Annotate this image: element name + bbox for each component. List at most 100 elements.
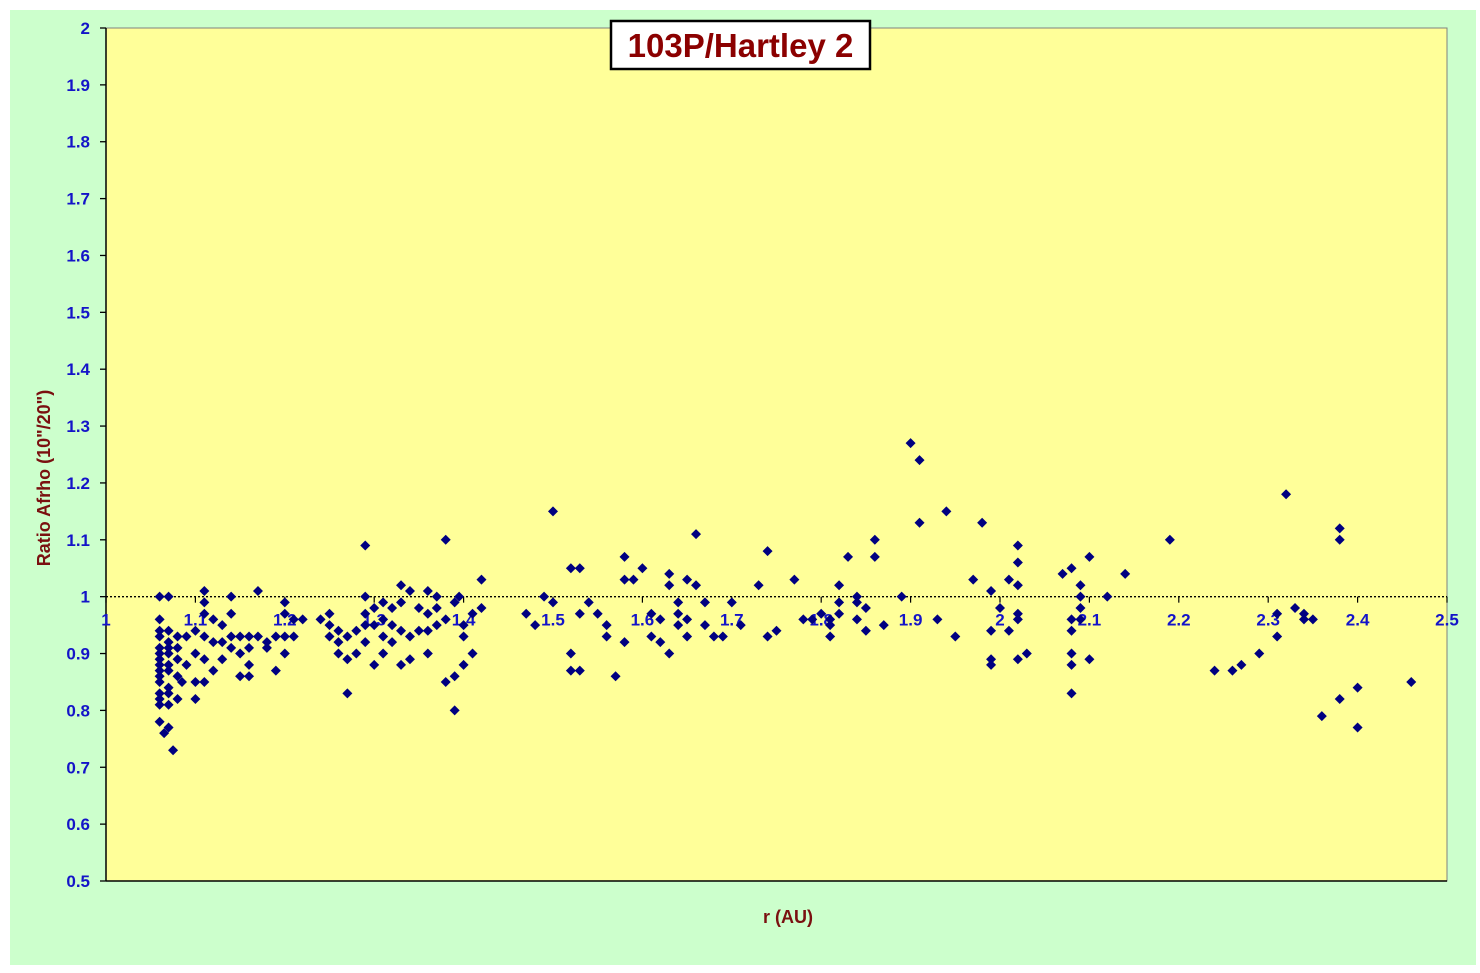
data-point-190 (851, 591, 862, 602)
data-point-49 (217, 620, 228, 631)
data-point-243 (1281, 489, 1292, 500)
data-point-168 (691, 529, 702, 540)
data-point-119 (440, 534, 451, 545)
data-point-251 (1334, 694, 1345, 705)
data-point-28 (163, 722, 174, 733)
data-point-11 (163, 648, 174, 659)
data-point-218 (1012, 608, 1023, 619)
data-point-34 (181, 631, 192, 642)
chart-title-box: 103P/Hartley 2 (609, 19, 872, 71)
data-point-132 (476, 603, 487, 614)
data-point-147 (601, 631, 612, 642)
data-point-23 (163, 688, 174, 699)
data-point-125 (458, 620, 469, 631)
data-point-186 (834, 580, 845, 591)
data-point-69 (279, 597, 290, 608)
data-point-206 (977, 517, 988, 528)
y-tick-label: 0.9 (66, 645, 90, 664)
data-point-219 (1012, 614, 1023, 625)
data-point-2 (154, 614, 165, 625)
data-point-226 (1066, 659, 1077, 670)
data-point-166 (682, 614, 693, 625)
data-point-50 (217, 637, 228, 648)
data-point-216 (1012, 540, 1023, 551)
data-point-44 (199, 654, 210, 665)
data-point-46 (208, 614, 219, 625)
data-point-58 (235, 671, 246, 682)
data-point-48 (208, 665, 219, 676)
data-point-198 (896, 591, 907, 602)
data-point-33 (172, 642, 183, 653)
data-point-27 (154, 716, 165, 727)
data-point-106 (396, 659, 407, 670)
data-point-148 (610, 671, 621, 682)
chart-title: 103P/Hartley 2 (628, 27, 854, 64)
data-point-141 (565, 665, 576, 676)
data-point-47 (208, 637, 219, 648)
plot-area (105, 27, 1448, 882)
data-point-21 (163, 682, 174, 693)
data-point-127 (458, 659, 469, 670)
data-point-252 (1352, 682, 1363, 693)
data-point-66 (261, 637, 272, 648)
data-point-80 (333, 625, 344, 636)
data-point-204 (950, 631, 961, 642)
data-point-153 (637, 563, 648, 574)
data-point-84 (342, 654, 353, 665)
data-point-122 (449, 597, 460, 608)
data-point-121 (440, 676, 451, 687)
data-point-87 (351, 648, 362, 659)
data-point-195 (869, 551, 880, 562)
data-point-17 (163, 665, 174, 676)
data-point-146 (601, 620, 612, 631)
y-tick-label: 1 (81, 588, 90, 607)
data-point-7 (163, 637, 174, 648)
data-point-240 (1254, 648, 1265, 659)
data-point-210 (986, 659, 997, 670)
data-point-187 (834, 597, 845, 608)
data-point-248 (1316, 711, 1327, 722)
data-point-201 (914, 517, 925, 528)
data-point-61 (244, 659, 255, 670)
data-point-18 (154, 671, 165, 682)
chart-title-frame (609, 19, 872, 71)
data-point-162 (673, 608, 684, 619)
data-point-6 (154, 631, 165, 642)
data-point-254 (1406, 676, 1417, 687)
y-tick-label: 1.6 (66, 246, 90, 265)
data-point-253 (1352, 722, 1363, 733)
data-point-96 (378, 597, 389, 608)
data-point-71 (279, 631, 290, 642)
data-point-57 (235, 648, 246, 659)
data-point-167 (691, 580, 702, 591)
y-tick-label: 1.5 (66, 303, 90, 322)
data-point-12 (154, 654, 165, 665)
y-tick-label: 1.1 (66, 531, 90, 550)
data-point-117 (431, 603, 442, 614)
data-point-155 (646, 631, 657, 642)
data-point-32 (176, 676, 187, 687)
data-point-231 (1075, 614, 1086, 625)
data-point-207 (986, 585, 997, 596)
data-point-227 (1066, 688, 1077, 699)
data-point-45 (199, 676, 210, 687)
data-point-154 (646, 608, 657, 619)
data-point-100 (387, 603, 398, 614)
data-point-85 (342, 688, 353, 699)
data-point-171 (708, 631, 719, 642)
data-point-193 (860, 603, 871, 614)
data-point-55 (226, 642, 237, 653)
data-point-67 (270, 631, 281, 642)
data-point-181 (807, 614, 818, 625)
data-point-142 (574, 665, 585, 676)
data-point-35 (181, 659, 192, 670)
data-point-149 (619, 574, 630, 585)
data-point-180 (798, 614, 809, 625)
data-point-139 (574, 563, 585, 574)
data-point-194 (860, 625, 871, 636)
data-point-15 (163, 659, 174, 670)
data-point-82 (333, 648, 344, 659)
data-point-63 (252, 585, 263, 596)
data-point-241 (1272, 608, 1283, 619)
